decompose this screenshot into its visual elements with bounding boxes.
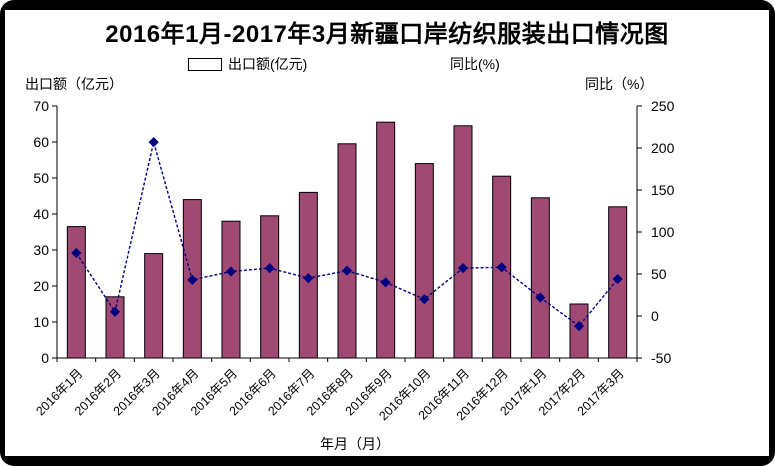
right-tick-label: 0 bbox=[651, 308, 659, 324]
export-bar bbox=[414, 163, 434, 359]
yoy-marker-diamond bbox=[148, 137, 159, 148]
left-tick-label: 0 bbox=[41, 350, 49, 366]
page-title: 2016年1月-2017年3月新疆口岸纺织服装出口情况图 bbox=[105, 21, 669, 48]
export-bar bbox=[66, 226, 86, 359]
left-tick-label: 50 bbox=[33, 170, 49, 186]
export-bar bbox=[453, 125, 473, 359]
left-axis-title: 出口额（亿元） bbox=[25, 76, 123, 92]
legend-label-yoy: 同比(%) bbox=[450, 56, 500, 72]
chart-svg: 010203040506070-500501001502002502016年1月… bbox=[33, 98, 675, 423]
export-bar bbox=[221, 220, 241, 359]
chart-canvas: 2016年1月-2017年3月新疆口岸纺织服装出口情况图 出口额(亿元) 同比(… bbox=[5, 10, 769, 456]
legend-item-yoy: 同比(%) bbox=[410, 54, 500, 74]
right-tick-label: 250 bbox=[651, 98, 675, 114]
legend-item-export: 出口额(亿元) bbox=[188, 54, 307, 74]
right-tick-label: -50 bbox=[651, 350, 671, 366]
right-tick-label: 150 bbox=[651, 182, 675, 198]
left-tick-label: 40 bbox=[33, 206, 49, 222]
export-bar bbox=[376, 121, 396, 359]
left-tick-label: 30 bbox=[33, 242, 49, 258]
right-tick-label: 200 bbox=[651, 140, 675, 156]
left-tick-label: 60 bbox=[33, 134, 49, 150]
export-bar bbox=[337, 143, 357, 359]
left-tick-label: 70 bbox=[33, 98, 49, 114]
right-tick-label: 50 bbox=[651, 266, 667, 282]
x-axis-title: 年月（月） bbox=[320, 436, 390, 452]
legend-label-export: 出口额(亿元) bbox=[228, 56, 308, 72]
export-bar bbox=[530, 197, 550, 359]
export-bar bbox=[144, 253, 164, 359]
yoy-marker-diamond bbox=[71, 247, 82, 259]
export-bar bbox=[105, 296, 125, 359]
legend: 出口额(亿元) 同比(%) bbox=[5, 54, 769, 76]
line-swatch-icon bbox=[410, 59, 444, 70]
left-tick-label: 20 bbox=[33, 278, 49, 294]
right-tick-label: 100 bbox=[651, 224, 675, 240]
left-tick-label: 10 bbox=[33, 314, 49, 330]
right-axis-title: 同比（%） bbox=[585, 76, 654, 92]
bar-swatch-icon bbox=[188, 57, 222, 71]
export-bar bbox=[260, 215, 280, 359]
